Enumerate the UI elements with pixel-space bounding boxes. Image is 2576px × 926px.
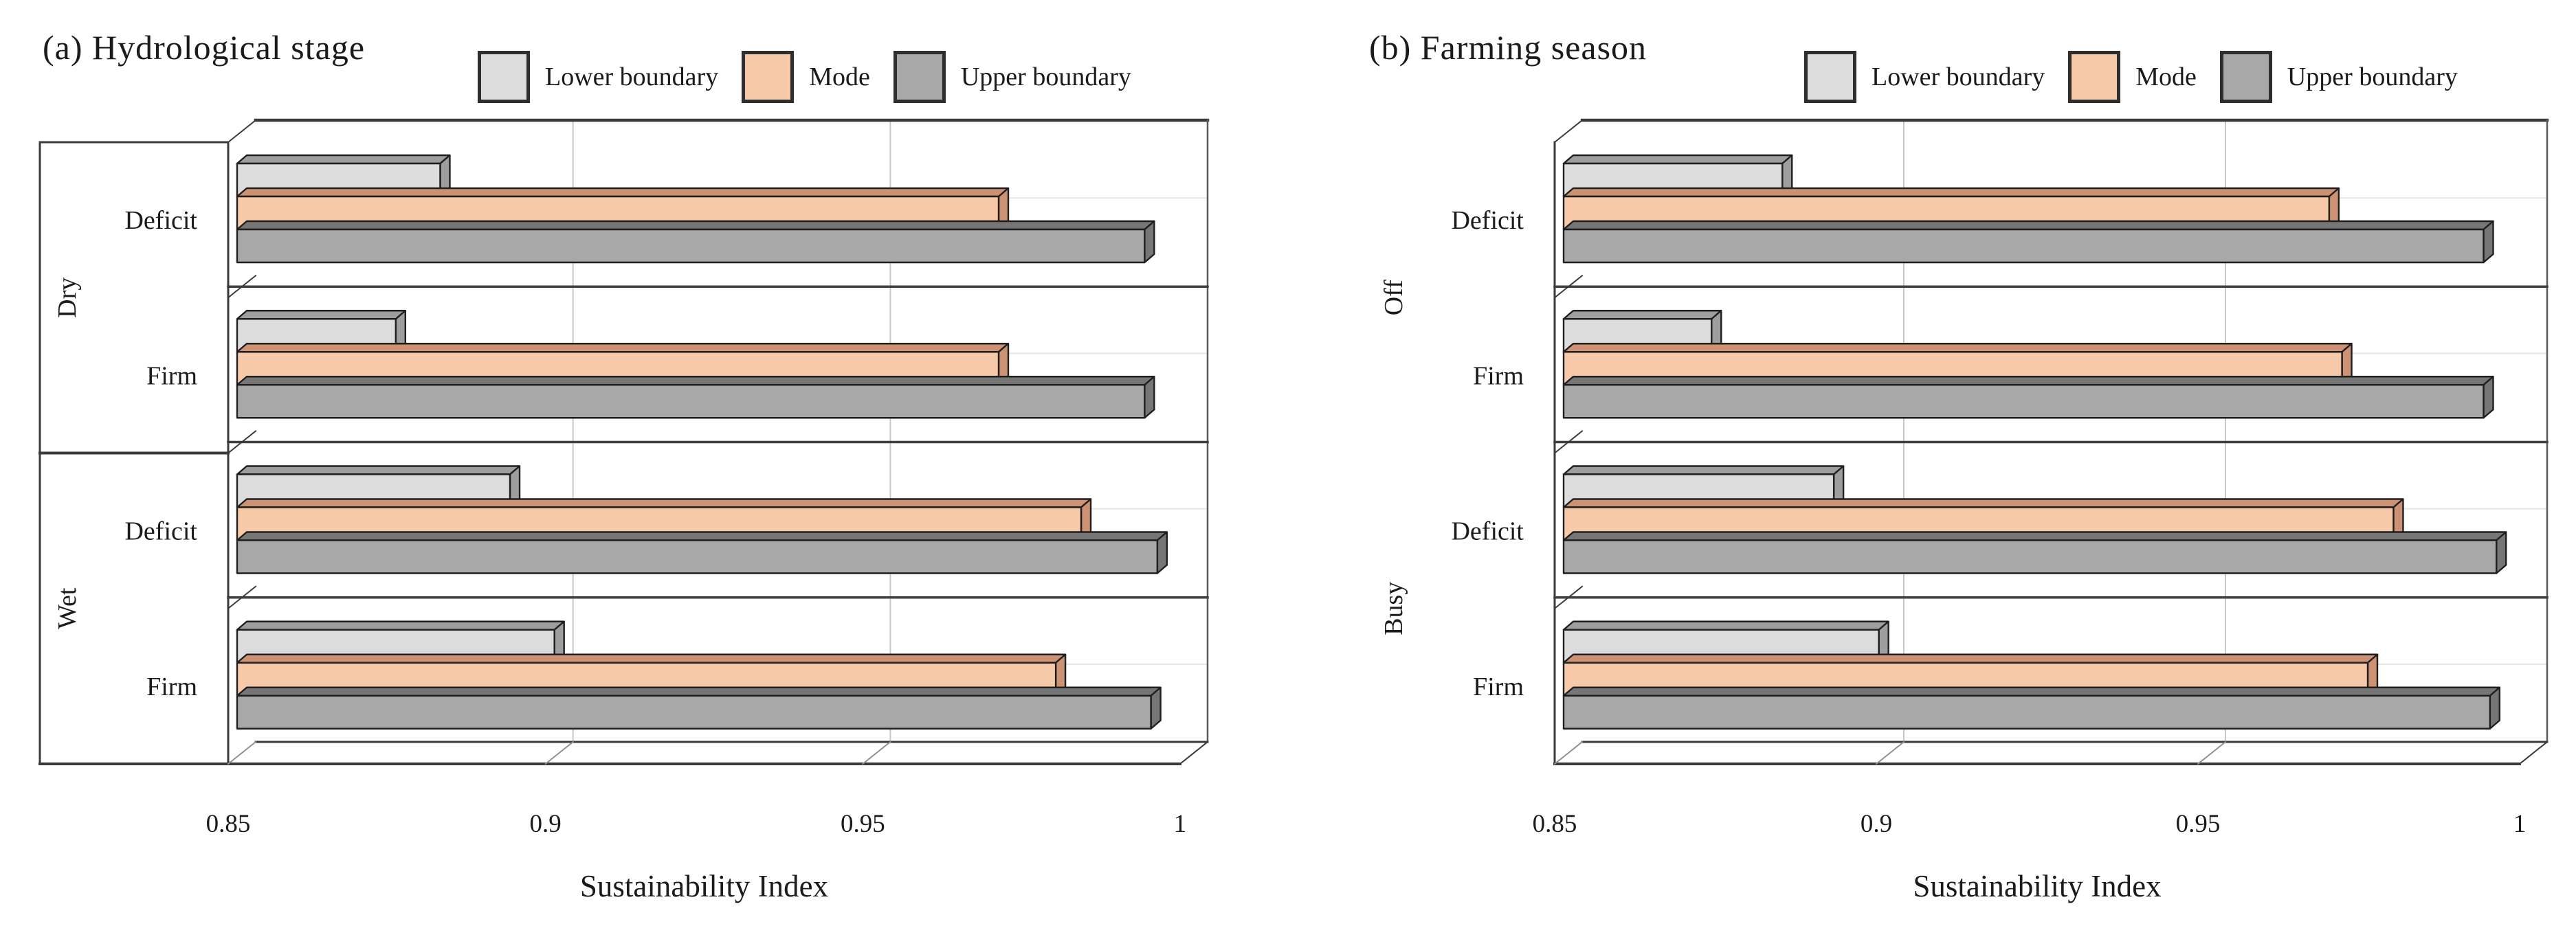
bar-side-face-upper [2483,376,2494,419]
y-axis-group-tick [227,274,257,299]
bar-side-face-upper [2495,531,2507,574]
bar-top-face-lower [1562,620,1889,631]
bar-top-face-mode [1562,343,2353,353]
category-label: Deficit [1451,206,1524,235]
legend-label-lower-boundary: Lower boundary [545,63,719,91]
bar-top-face-lower [236,620,565,631]
legend-label-mode: Mode [2135,63,2197,91]
group-label: Off [1379,280,1408,315]
x-axis-title: Sustainability Index [1913,869,2161,903]
bar-side-face-upper [1144,220,1155,264]
bar-top-face-mode [236,653,1067,664]
bar-top-face-mode [1562,498,2404,508]
bar-side-face-upper [2483,220,2494,264]
category-label: Firm [1473,361,1524,390]
bar-upper [1562,384,2485,419]
x-axis-title: Sustainability Index [580,869,828,903]
bar-upper [1562,694,2491,730]
x-axis-tick [227,741,257,765]
bar-top-face-mode [236,187,1010,198]
y-axis-group-tick [1553,585,1584,610]
bar-top-face-upper [1562,376,2494,386]
x-axis-tick [2197,741,2227,765]
bar-upper [236,539,1159,574]
legend-swatch-upper-boundary [2219,51,2272,103]
panel-b-title: (b) Farming season [1369,28,1647,67]
panel-b-legend: Lower boundary Mode Upper boundary [1804,51,2481,103]
legend-swatch-upper-boundary [893,51,946,103]
bar-side-face-upper [1144,376,1155,419]
x-tick-label: 1 [2513,810,2527,838]
bar-top-face-upper [1562,531,2507,541]
bar-top-face-upper [236,686,1162,697]
legend-label-mode: Mode [809,63,870,91]
category-label: Deficit [1451,517,1524,546]
bar-top-face-mode [1562,653,2379,664]
bar-top-face-mode [236,498,1092,508]
axis-corner-diagonal [1179,741,1209,765]
bar-upper [236,228,1146,264]
bar-upper [1562,228,2485,264]
x-tick-label: 0.95 [2176,810,2221,838]
bar-top-face-upper [236,531,1168,541]
legend-swatch-mode [742,51,795,103]
legend-label-upper-boundary: Upper boundary [2287,63,2458,91]
group-label: Wet [53,587,82,629]
axis-corner-diagonal [2518,741,2549,765]
group-label: Busy [1379,582,1408,635]
bar-top-face-upper [236,220,1155,231]
axis-corner-diagonal [1553,119,1584,144]
category-label: Deficit [124,517,197,546]
legend-swatch-lower-boundary [478,51,530,103]
bar-side-face-upper [2489,686,2501,730]
bar-top-face-lower [236,154,451,165]
x-axis-tick [1553,741,1584,765]
bar-top-face-lower [1562,154,1793,165]
x-axis-tick [1875,741,1905,765]
bar-top-face-lower [1562,310,1722,320]
bar-top-face-lower [236,465,521,475]
x-axis-tick [861,741,891,765]
bar-top-face-lower [1562,465,1845,475]
axis-corner-diagonal [227,119,257,144]
y-axis-group-tick [227,430,257,454]
bar-upper [236,384,1146,419]
panel-a-title: (a) Hydrological stage [43,28,366,67]
bar-top-face-upper [236,376,1155,386]
panel-a-legend: Lower boundary Mode Upper boundary [478,51,1155,103]
y-axis-group-tick [227,585,257,610]
x-tick-label: 0.85 [206,810,251,838]
category-label: Firm [146,361,197,390]
x-tick-label: 1 [1174,810,1187,838]
x-tick-label: 0.9 [530,810,562,838]
category-label: Firm [1473,673,1524,701]
bar-top-face-upper [1562,220,2494,231]
bar-top-face-upper [1562,686,2501,697]
x-tick-label: 0.95 [841,810,885,838]
y-axis-group-tick [1553,430,1584,454]
bar-upper [236,694,1152,730]
category-label: Deficit [124,206,197,235]
bar-side-face-upper [1156,531,1168,574]
x-tick-label: 0.9 [1861,810,1892,838]
legend-label-lower-boundary: Lower boundary [1872,63,2045,91]
category-label: Firm [146,673,197,701]
legend-swatch-mode [2068,51,2121,103]
bar-upper [1562,539,2498,574]
y-axis-group-tick [1553,274,1584,299]
x-axis-tick [544,741,575,765]
legend-swatch-lower-boundary [1804,51,1856,103]
group-label: Dry [53,278,82,318]
x-tick-label: 0.85 [1533,810,1577,838]
bar-top-face-lower [236,310,407,320]
bar-top-face-mode [236,343,1010,353]
bar-top-face-mode [1562,187,2340,198]
bar-side-face-upper [1150,686,1162,730]
legend-label-upper-boundary: Upper boundary [960,63,1131,91]
